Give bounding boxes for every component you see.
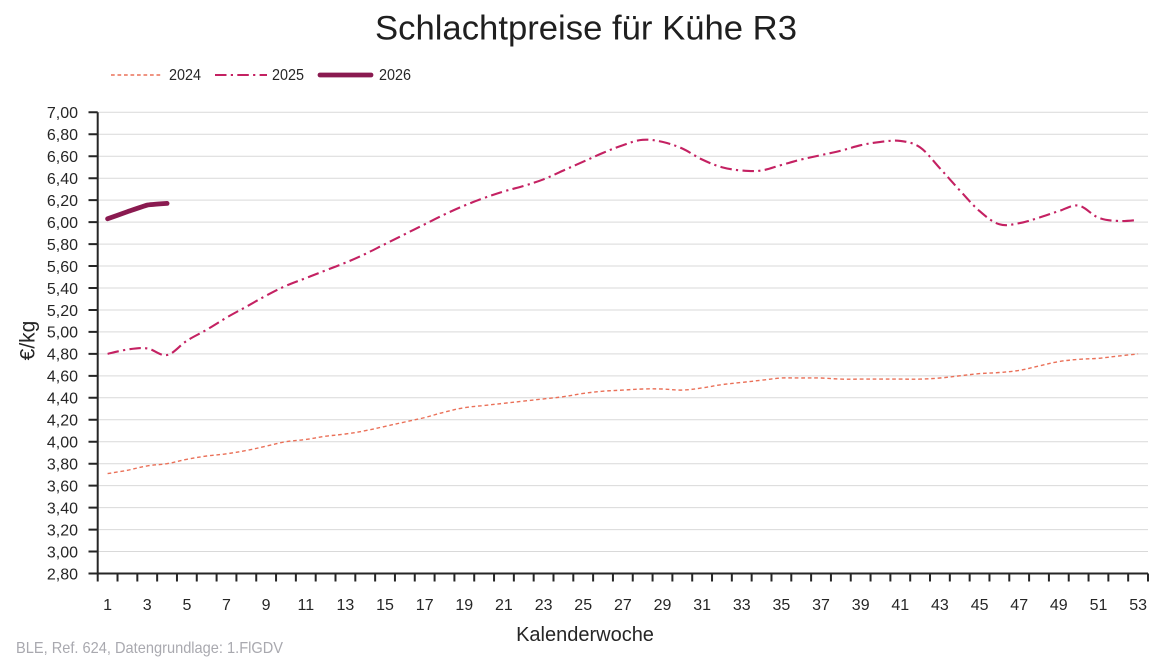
svg-text:3,60: 3,60	[47, 479, 78, 496]
svg-text:31: 31	[693, 597, 711, 614]
svg-text:6,40: 6,40	[47, 171, 78, 188]
svg-text:Schlachtpreise für Kühe R3: Schlachtpreise für Kühe R3	[375, 10, 797, 48]
svg-text:7,00: 7,00	[47, 105, 78, 122]
svg-text:45: 45	[971, 597, 989, 614]
svg-text:53: 53	[1129, 597, 1147, 614]
svg-text:49: 49	[1050, 597, 1068, 614]
svg-text:5,40: 5,40	[47, 281, 78, 298]
svg-text:41: 41	[891, 597, 909, 614]
svg-text:6,60: 6,60	[47, 149, 78, 166]
svg-text:6,80: 6,80	[47, 127, 78, 144]
svg-text:17: 17	[416, 597, 434, 614]
svg-text:5,60: 5,60	[47, 259, 78, 276]
svg-text:4,20: 4,20	[47, 413, 78, 430]
svg-text:15: 15	[376, 597, 394, 614]
svg-text:BLE, Ref. 624, Datengrundlage:: BLE, Ref. 624, Datengrundlage: 1.FlGDV	[16, 640, 283, 657]
svg-text:3: 3	[143, 597, 152, 614]
svg-text:13: 13	[337, 597, 355, 614]
svg-text:27: 27	[614, 597, 632, 614]
svg-text:19: 19	[455, 597, 473, 614]
svg-text:23: 23	[535, 597, 553, 614]
svg-text:29: 29	[654, 597, 672, 614]
svg-text:2,80: 2,80	[47, 566, 78, 583]
svg-text:51: 51	[1090, 597, 1108, 614]
svg-text:3,20: 3,20	[47, 522, 78, 539]
svg-text:2025: 2025	[272, 67, 304, 84]
svg-text:4,60: 4,60	[47, 369, 78, 386]
svg-text:11: 11	[297, 597, 314, 614]
svg-text:3,00: 3,00	[47, 544, 78, 561]
svg-text:43: 43	[931, 597, 949, 614]
svg-text:1: 1	[103, 597, 112, 614]
svg-text:47: 47	[1010, 597, 1028, 614]
svg-text:6,00: 6,00	[47, 215, 78, 232]
svg-text:5,00: 5,00	[47, 325, 78, 342]
svg-text:21: 21	[495, 597, 513, 614]
svg-text:4,00: 4,00	[47, 435, 78, 452]
svg-text:3,80: 3,80	[47, 457, 78, 474]
svg-text:2024: 2024	[169, 67, 201, 84]
svg-text:Kalenderwoche: Kalenderwoche	[516, 624, 654, 646]
svg-text:3,40: 3,40	[47, 500, 78, 517]
svg-text:33: 33	[733, 597, 751, 614]
svg-text:37: 37	[812, 597, 830, 614]
svg-text:€/kg: €/kg	[17, 321, 40, 361]
svg-text:6,20: 6,20	[47, 193, 78, 210]
svg-text:7: 7	[222, 597, 231, 614]
svg-text:5: 5	[182, 597, 191, 614]
svg-text:39: 39	[852, 597, 870, 614]
svg-text:5,80: 5,80	[47, 237, 78, 254]
svg-text:4,40: 4,40	[47, 391, 78, 408]
svg-text:4,80: 4,80	[47, 347, 78, 364]
svg-text:9: 9	[262, 597, 271, 614]
svg-text:35: 35	[773, 597, 791, 614]
svg-text:2026: 2026	[379, 67, 411, 84]
svg-text:5,20: 5,20	[47, 303, 78, 320]
svg-text:25: 25	[574, 597, 592, 614]
